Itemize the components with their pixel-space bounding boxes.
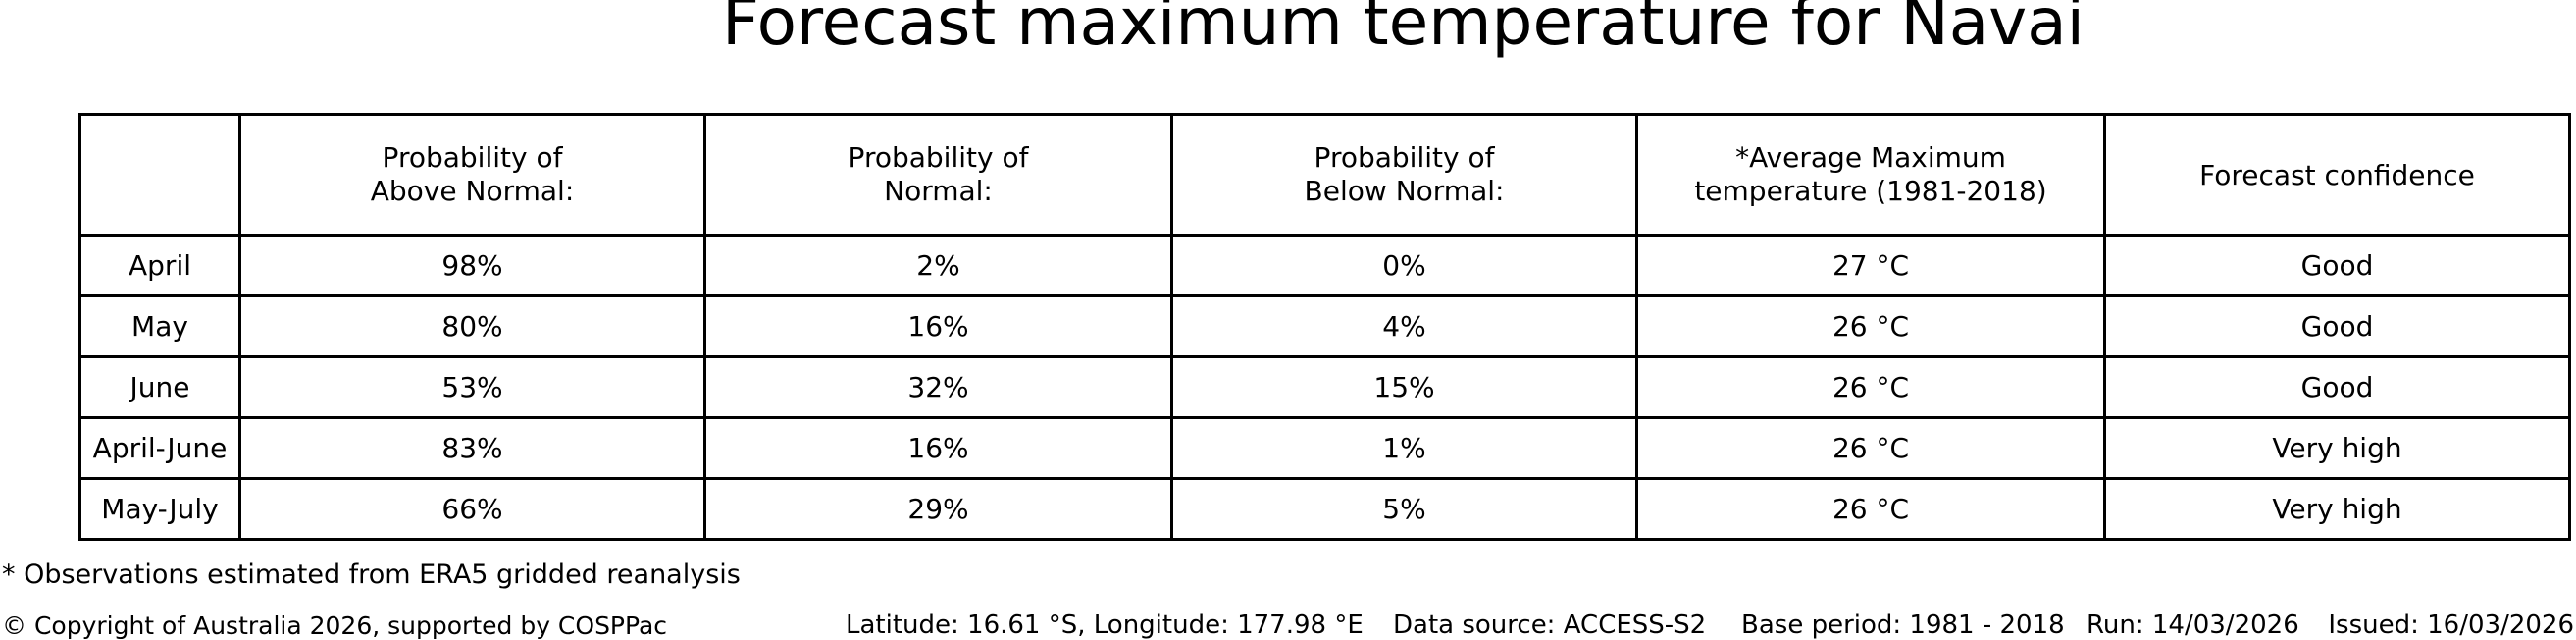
confidence-cell: Very high [2103,477,2571,541]
col-header-below-normal: Probability of Below Normal: [1170,113,1638,237]
period-cell: April-June [78,416,241,480]
above-normal-cell: 66% [238,477,706,541]
footnote: * Observations estimated from ERA5 gridd… [2,560,741,590]
copyright-text: © Copyright of Australia 2026, supported… [2,612,668,640]
table-row-may-july: May-July 66% 29% 5% 26 °C Very high [78,477,2571,541]
confidence-cell: Very high [2103,416,2571,480]
avg-temp-cell: 26 °C [1635,294,2106,358]
figure-title: Forecast maximum temperature for Navai [722,0,2085,60]
above-normal-cell: 80% [238,294,706,358]
below-normal-cell: 1% [1170,416,1638,480]
table-row-april: April 98% 2% 0% 27 °C Good [78,234,2571,297]
col-header-normal: Probability of Normal: [703,113,1173,237]
run-date-text: Run: 14/03/2026 [2087,611,2299,640]
period-cell: May-July [78,477,241,541]
avg-temp-cell: 26 °C [1635,416,2106,480]
table-row-june: June 53% 32% 15% 26 °C Good [78,355,2571,419]
normal-cell: 16% [703,294,1173,358]
confidence-cell: Good [2103,355,2571,419]
header-row: Probability of Above Normal: Probability… [78,113,2571,237]
issued-date-text: Issued: 16/03/2026 [2328,611,2574,640]
avg-temp-cell: 26 °C [1635,355,2106,419]
confidence-cell: Good [2103,294,2571,358]
above-normal-cell: 83% [238,416,706,480]
above-normal-cell: 53% [238,355,706,419]
below-normal-cell: 4% [1170,294,1638,358]
below-normal-cell: 0% [1170,234,1638,297]
normal-cell: 29% [703,477,1173,541]
confidence-cell: Good [2103,234,2571,297]
col-header-forecast-confidence: Forecast confidence [2103,113,2571,237]
normal-cell: 16% [703,416,1173,480]
below-normal-cell: 15% [1170,355,1638,419]
avg-temp-cell: 26 °C [1635,477,2106,541]
base-period-text: Base period: 1981 - 2018 [1741,611,2065,640]
below-normal-cell: 5% [1170,477,1638,541]
above-normal-cell: 98% [238,234,706,297]
period-cell: April [78,234,241,297]
corner-cell [78,113,241,237]
data-source-text: Data source: ACCESS-S2 [1393,611,1707,640]
normal-cell: 32% [703,355,1173,419]
avg-temp-cell: 27 °C [1635,234,2106,297]
period-cell: May [78,294,241,358]
col-header-above-normal: Probability of Above Normal: [238,113,706,237]
coordinates-text: Latitude: 16.61 °S, Longitude: 177.98 °E [846,611,1364,640]
table-row-may: May 80% 16% 4% 26 °C Good [78,294,2571,358]
period-cell: June [78,355,241,419]
col-header-avg-max-temp: *Average Maximum temperature (1981-2018) [1635,113,2106,237]
table-row-april-june: April-June 83% 16% 1% 26 °C Very high [78,416,2571,480]
normal-cell: 2% [703,234,1173,297]
forecast-table: Probability of Above Normal: Probability… [78,113,2571,541]
